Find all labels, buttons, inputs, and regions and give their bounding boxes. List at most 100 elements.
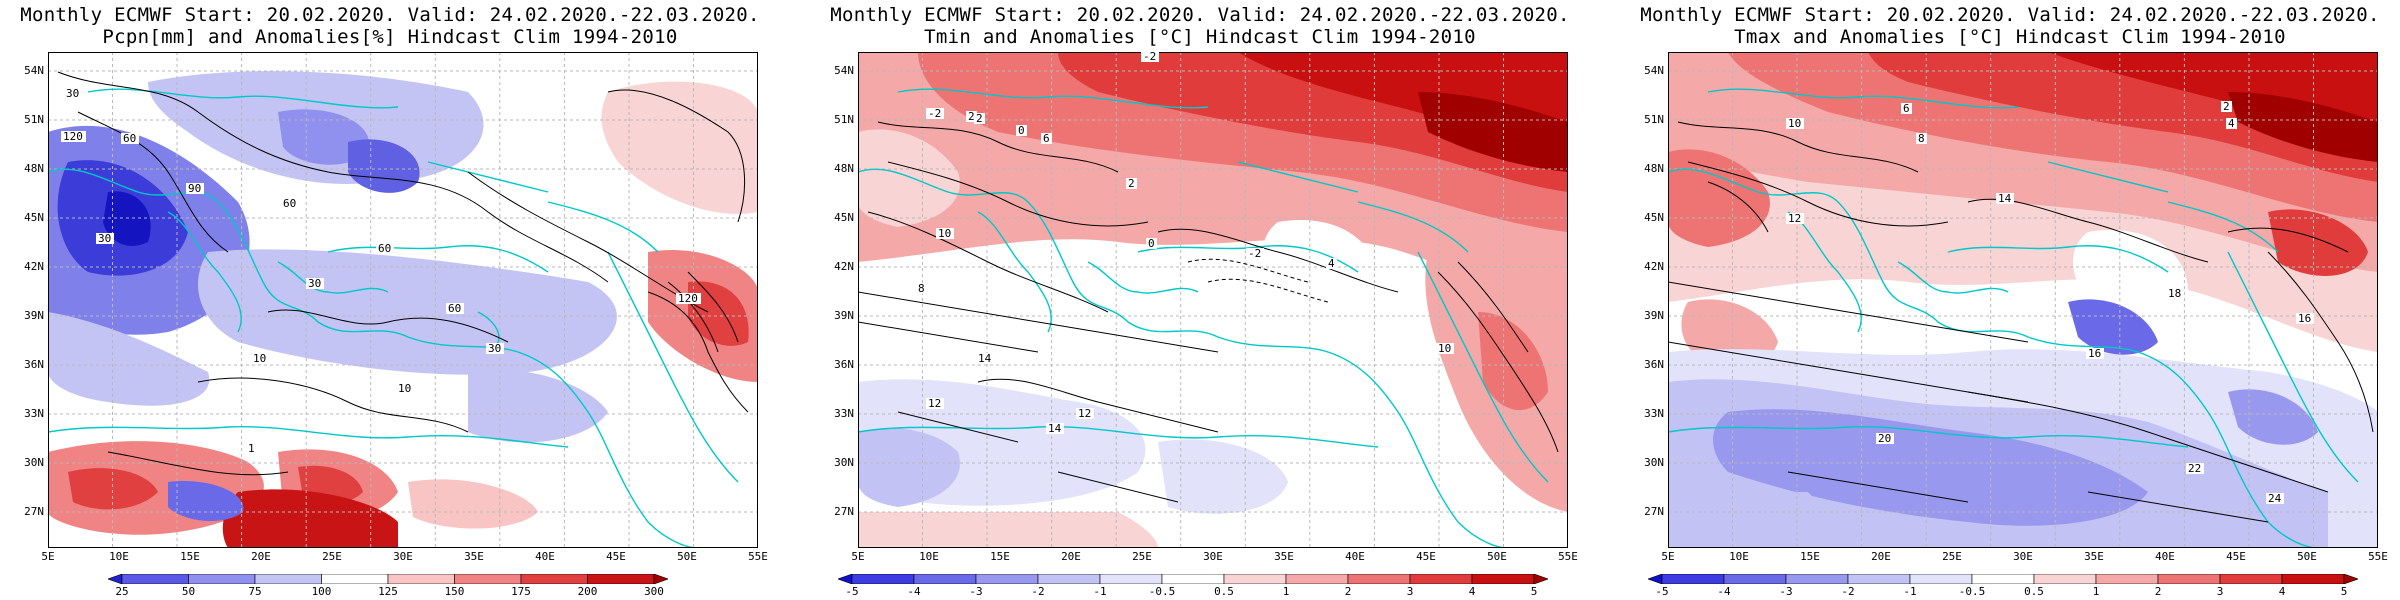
contour-label: 0	[1018, 124, 1025, 137]
contour-label-bg	[2266, 493, 2284, 504]
lat-tick-label: 51N	[1644, 113, 1664, 126]
contour-label-bg	[1146, 238, 1157, 249]
colorbar-tick-label: 50	[181, 585, 196, 598]
lon-tick-label: 30E	[2013, 550, 2033, 563]
colorbar-segment	[1037, 574, 1101, 584]
colorbar-segment	[1223, 574, 1287, 584]
colorbar-tick-label: 5	[1530, 585, 1538, 598]
colorbar-tick-label: 5	[2340, 585, 2348, 598]
contour-label-bg	[1876, 433, 1894, 444]
contour-label: 30	[66, 87, 79, 100]
lon-tick-label: 25E	[1132, 550, 1152, 563]
colorbar-tick-label: 75	[248, 585, 262, 598]
contour-label: 8	[1918, 132, 1925, 145]
colorbar-high-arrow	[1533, 574, 1548, 584]
precip-panel: Monthly ECMWF Start: 20.02.2020. Valid: …	[0, 0, 780, 600]
colorbar-tick-label: -2	[1841, 585, 1855, 598]
colorbar-tick-label: 1	[2092, 585, 2100, 598]
contour-label-bg	[916, 283, 927, 294]
contour-label-bg	[966, 111, 977, 122]
colorbar-segment	[2095, 574, 2159, 584]
contour-label-bg	[2296, 313, 2314, 324]
colorbar-low-arrow	[108, 574, 123, 584]
colorbar-tick-label: 4	[2278, 585, 2286, 598]
colorbar-tick-label: -4	[907, 585, 921, 598]
lat-tick-label: 39N	[1644, 309, 1664, 322]
contour-label-bg	[1246, 248, 1264, 259]
colorbar-low-arrow	[838, 574, 853, 584]
contour-label: 120	[678, 292, 698, 305]
contour-label-bg	[2086, 348, 2104, 359]
tmax-colorbar	[1648, 574, 2358, 584]
contour-label-bg	[2166, 288, 2184, 299]
colorbar-tick-label: -2	[1031, 585, 1045, 598]
lon-tick-label: 5E	[1661, 550, 1675, 563]
contour-label: 30	[98, 232, 111, 245]
contour-label-bg	[251, 353, 269, 364]
contour-label: 0	[1148, 237, 1155, 250]
contour-label: -2	[1248, 247, 1261, 260]
lon-tick-label: 25E	[1942, 550, 1962, 563]
lat-tick-label: 51N	[24, 113, 44, 126]
lat-tick-label: 45N	[24, 211, 44, 224]
panel-title-line2: Tmin and Anomalies [°C] Hindcast Clim 19…	[924, 26, 1476, 48]
contour-label: 20	[1878, 432, 1891, 445]
lat-tick-label: 54N	[24, 64, 44, 77]
colorbar-tick-label: -0.5	[1958, 585, 1986, 598]
colorbar-tick-label: 2	[1344, 585, 1352, 598]
contour-label: 24	[2268, 492, 2282, 505]
colorbar-tick-label: 25	[115, 585, 129, 598]
contour-label-bg	[1076, 408, 1094, 419]
colorbar-segment	[1099, 574, 1163, 584]
contour-label-bg	[61, 131, 86, 142]
lon-tick-label: 50E	[677, 550, 697, 563]
precip-colorbar	[108, 574, 668, 584]
lon-tick-label: 20E	[1871, 550, 1891, 563]
lat-tick-label: 42N	[24, 260, 44, 273]
lat-tick-label: 36N	[24, 358, 44, 371]
lon-tick-label: 5E	[41, 550, 55, 563]
colorbar-tick-label: -4	[1717, 585, 1731, 598]
contour-label: 2	[1128, 177, 1135, 190]
colorbar-segment	[1347, 574, 1411, 584]
contour-label: 10	[398, 382, 411, 395]
contour-label: 4	[1328, 257, 1335, 270]
lon-tick-label: 20E	[251, 550, 271, 563]
panel-title-line2: Pcpn[mm] and Anomalies[%] Hindcast Clim …	[102, 26, 678, 48]
contour-label: 2	[968, 110, 975, 123]
colorbar-segment	[913, 574, 977, 584]
colorbar-segment	[975, 574, 1039, 584]
contour-label-bg	[64, 88, 82, 99]
colorbar-segment	[851, 574, 915, 584]
colorbar-segment	[188, 574, 256, 584]
colorbar-segment	[387, 574, 455, 584]
lat-tick-label: 45N	[1644, 211, 1664, 224]
contour-label-bg	[396, 383, 414, 394]
colorbar-segment	[587, 574, 655, 584]
colorbar-tick-label: 0.5	[1214, 585, 1234, 598]
lat-tick-label: 33N	[24, 407, 44, 420]
colorbar-tick-label: -3	[1779, 585, 1793, 598]
lat-tick-label: 48N	[1644, 162, 1664, 175]
lat-tick-label: 42N	[834, 260, 854, 273]
colorbar-low-arrow	[1648, 574, 1663, 584]
contour-label-bg	[2226, 118, 2237, 129]
contour-label: 12	[1078, 407, 1091, 420]
contour-label: 8	[918, 282, 925, 295]
lat-tick-label: 45N	[834, 211, 854, 224]
lon-tick-label: 55E	[748, 550, 768, 563]
lat-tick-label: 42N	[1644, 260, 1664, 273]
contour-label: 2	[2223, 100, 2230, 113]
contour-label-bg	[186, 183, 204, 194]
contour-label-bg	[2186, 463, 2204, 474]
lon-tick-label: 50E	[2297, 550, 2317, 563]
colorbar-segment	[2157, 574, 2221, 584]
lon-tick-label: 45E	[2226, 550, 2246, 563]
lat-tick-label: 36N	[1644, 358, 1664, 371]
contour-label: -2	[928, 107, 941, 120]
contour-label-bg	[96, 233, 114, 244]
lon-tick-label: 15E	[180, 550, 200, 563]
colorbar-tick-label: -3	[969, 585, 983, 598]
colorbar-segment	[1285, 574, 1349, 584]
contour-label: 16	[2088, 347, 2101, 360]
